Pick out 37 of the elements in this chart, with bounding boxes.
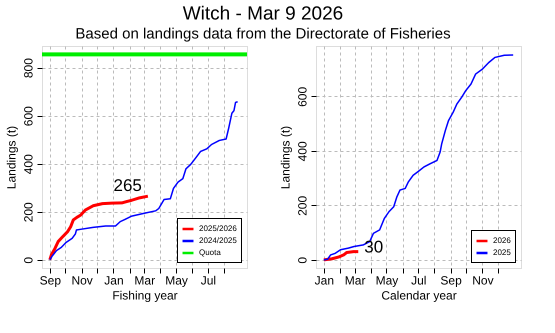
chart-title: Witch - Mar 9 2026 xyxy=(182,4,344,24)
y-tick-label: 600 xyxy=(22,106,36,126)
line-series xyxy=(323,54,514,261)
x-tick-label: May xyxy=(165,274,188,288)
legend-label: 2026 xyxy=(493,236,512,245)
x-tick-label: Jul xyxy=(200,274,216,288)
x-tick-label: Jul xyxy=(411,274,426,288)
line-series xyxy=(49,100,238,261)
y-tick-label: 0 xyxy=(296,256,310,264)
line-series xyxy=(48,194,150,262)
y-tick-label: 200 xyxy=(296,196,310,216)
x-tick-label: May xyxy=(376,274,398,288)
annotation: 265 xyxy=(114,176,142,196)
x-tick-label: Jan xyxy=(104,274,124,288)
x-axis-title: Fishing year xyxy=(112,288,178,302)
x-tick-label: Sep xyxy=(40,274,62,288)
x-tick-label: Mar xyxy=(134,274,156,288)
x-tick-label: Nov xyxy=(472,274,494,288)
x-tick-label: Jan xyxy=(314,274,334,288)
y-tick-label: 800 xyxy=(22,58,36,78)
x-axis-title: Calendar year xyxy=(381,288,457,302)
chart-subtitle: Based on landings data from the Directorate of Fisheries xyxy=(75,26,451,42)
legend-label: 2025/2026 xyxy=(199,224,238,233)
y-axis-title: Landings (t) xyxy=(4,126,18,190)
x-tick-label: Sep xyxy=(440,274,462,288)
y-tick-label: 400 xyxy=(22,154,36,174)
y-tick-label: 600 xyxy=(296,86,310,107)
y-tick-label: 400 xyxy=(296,141,310,162)
y-tick-label: 0 xyxy=(22,256,36,264)
annotation: 30 xyxy=(364,238,384,257)
x-tick-label: Nov xyxy=(71,274,93,288)
y-axis-title: Landings (t) xyxy=(278,126,292,190)
x-tick-label: Mar xyxy=(344,274,366,288)
legend-label: Quota xyxy=(199,248,222,257)
y-tick-label: 200 xyxy=(22,202,36,222)
legend-label: 2025 xyxy=(493,248,512,257)
legend-label: 2024/2025 xyxy=(199,236,238,245)
